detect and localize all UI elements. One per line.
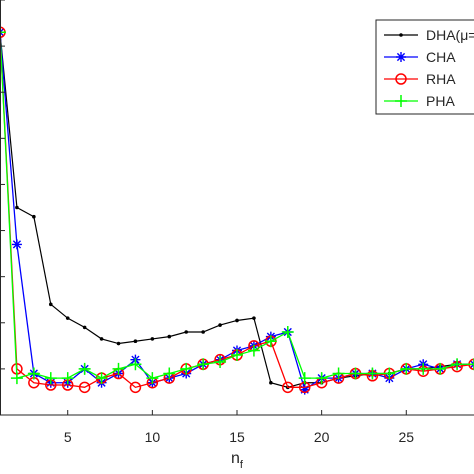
- legend-swatch-marker: [396, 52, 406, 62]
- legend-swatch-marker: [395, 73, 407, 85]
- legend-entry: CHA: [384, 49, 456, 65]
- data-point: [78, 381, 91, 394]
- data-point: [201, 330, 205, 334]
- data-point: [451, 358, 464, 371]
- data-point: [82, 325, 87, 330]
- data-point: [299, 384, 310, 395]
- data-point: [129, 381, 142, 394]
- data-point: [231, 349, 243, 362]
- data-point: [197, 358, 210, 371]
- data-point: [78, 362, 91, 375]
- data-point: [218, 323, 222, 327]
- data-point: [298, 372, 311, 385]
- data-point: [180, 362, 193, 375]
- legend-label: CHA: [426, 49, 456, 65]
- x-tick-label: 5: [64, 429, 72, 445]
- legend-label: DHA(μ=: [426, 27, 474, 43]
- data-point: [133, 339, 138, 344]
- x-tick-label: 10: [145, 429, 161, 445]
- legend: DHA(μ= CHA RHA PHA: [375, 19, 474, 115]
- data-point: [32, 214, 36, 219]
- data-point: [44, 372, 57, 385]
- data-point: [10, 372, 23, 385]
- x-axis-label-main: n: [231, 450, 240, 467]
- data-point: [349, 367, 362, 380]
- data-point: [400, 362, 413, 375]
- data-point: [184, 330, 189, 334]
- legend-label: RHA: [426, 71, 456, 87]
- legend-entry: DHA(μ=: [384, 27, 474, 43]
- data-point: [11, 239, 22, 250]
- x-axis-label: nf: [231, 450, 244, 471]
- data-point: [332, 367, 345, 380]
- data-point: [65, 316, 70, 320]
- data-point: [129, 358, 142, 371]
- data-point: [99, 337, 104, 341]
- axis-layer: 5 10 15 20 25: [0, 0, 474, 445]
- x-axis-label-subscript: f: [240, 459, 244, 471]
- data-point: [95, 372, 108, 385]
- data-point: [434, 362, 447, 375]
- data-point: [167, 334, 172, 339]
- data-point: [61, 372, 74, 385]
- data-point: [417, 362, 430, 375]
- data-point: [0, 26, 6, 39]
- data-point: [163, 367, 176, 380]
- legend-entry: RHA: [384, 71, 456, 87]
- data-point: [247, 344, 260, 357]
- series-layer: [0, 26, 474, 395]
- data-point: [252, 316, 256, 320]
- series-pha: [0, 26, 474, 385]
- data-point: [468, 358, 474, 371]
- legend-label: PHA: [426, 93, 455, 109]
- data-point: [235, 318, 239, 323]
- legend-box: [375, 19, 474, 115]
- data-point: [15, 205, 19, 210]
- data-point: [112, 362, 125, 375]
- legend-swatch-marker: [395, 95, 407, 107]
- x-tick-label: 15: [229, 429, 245, 445]
- data-point: [27, 367, 40, 380]
- data-point: [366, 367, 379, 380]
- data-point: [48, 302, 53, 307]
- x-tick-label: 20: [314, 429, 330, 445]
- data-point: [214, 355, 227, 368]
- data-point: [315, 372, 328, 385]
- data-point: [281, 326, 294, 338]
- x-tick-label: 25: [398, 429, 414, 445]
- data-point: [146, 372, 159, 385]
- data-point: [264, 335, 277, 348]
- data-point: [150, 337, 155, 341]
- data-point: [383, 367, 396, 380]
- data-point: [282, 381, 294, 394]
- legend-swatch-marker: [399, 33, 403, 37]
- legend-entry: PHA: [384, 93, 455, 109]
- data-point: [269, 380, 273, 385]
- data-point: [116, 341, 121, 346]
